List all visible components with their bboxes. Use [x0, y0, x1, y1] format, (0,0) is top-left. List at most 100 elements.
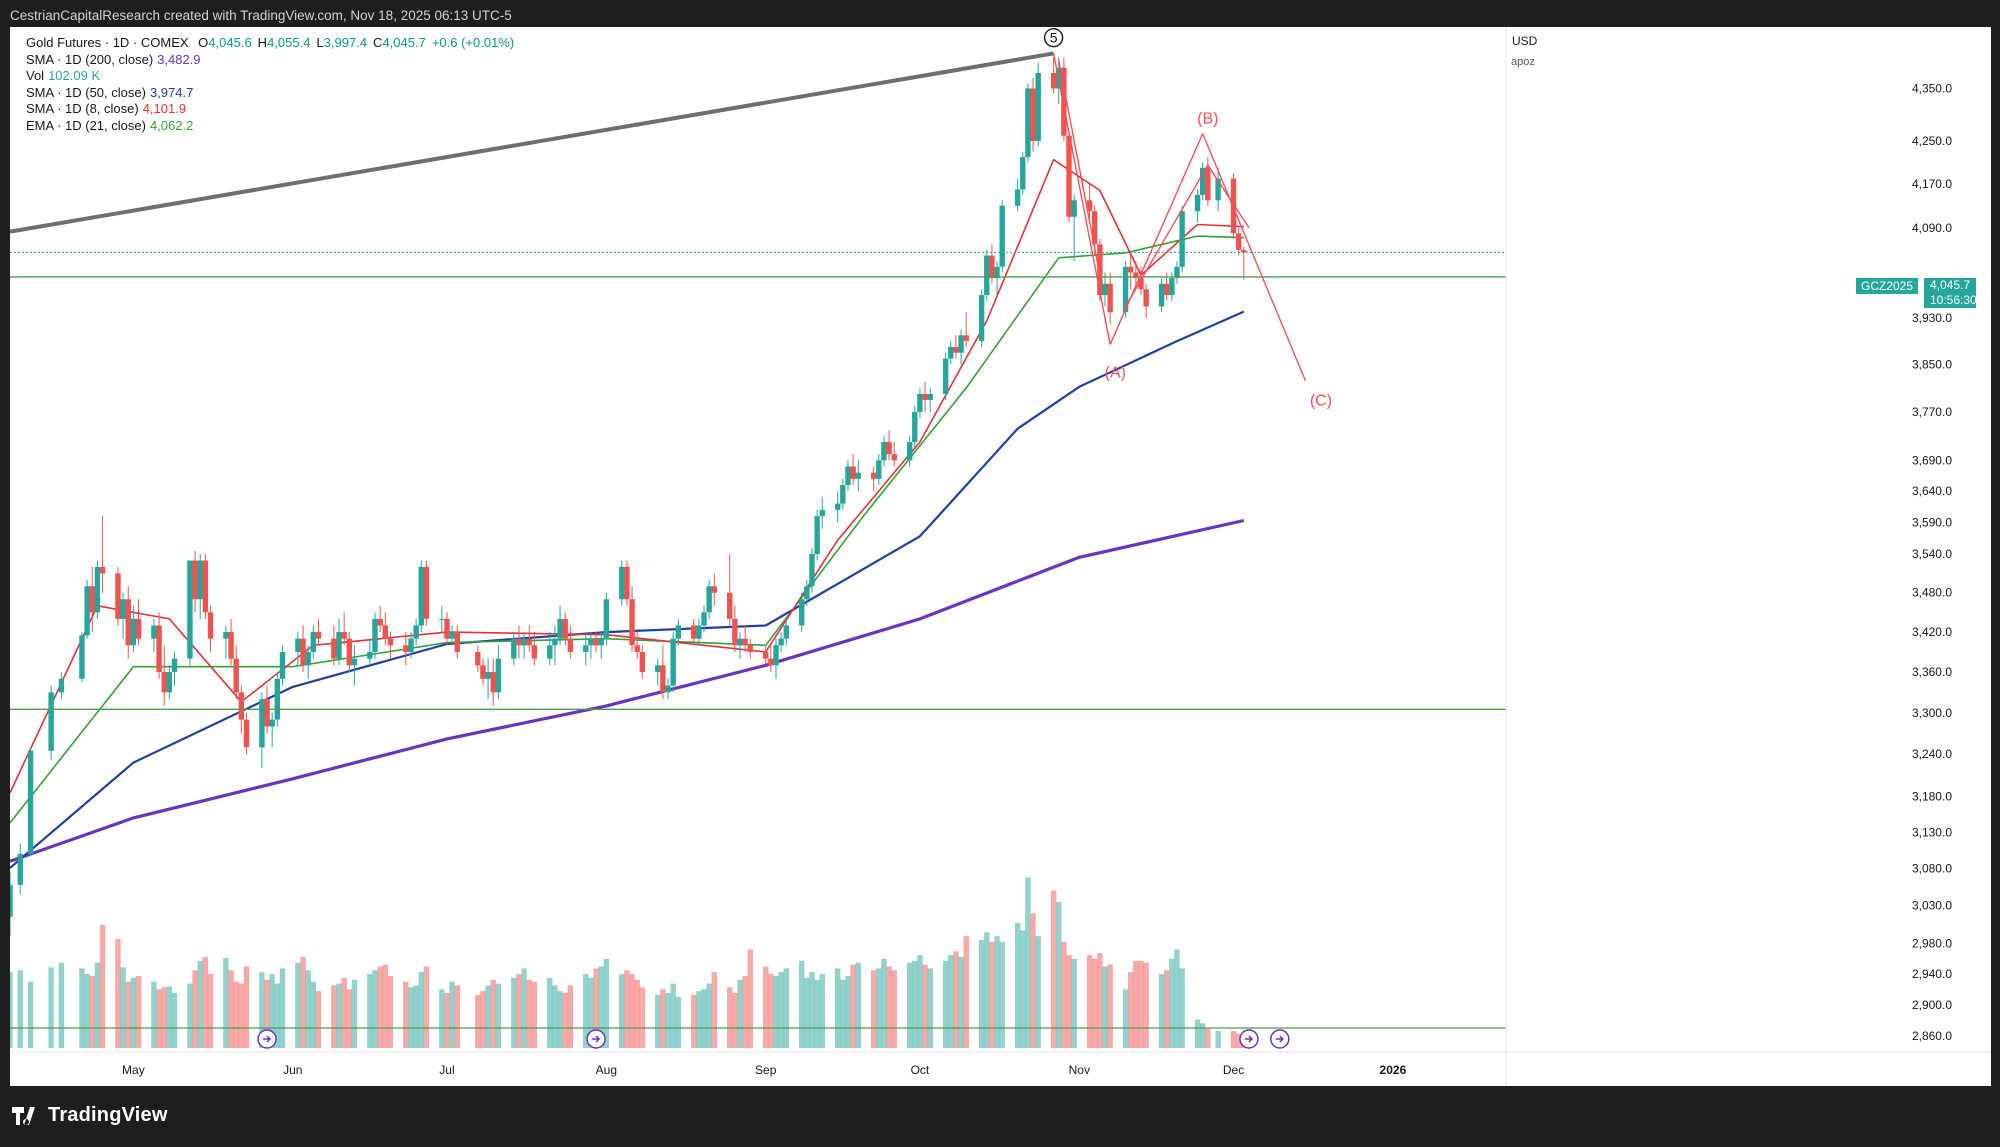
volume-bar — [166, 986, 173, 1048]
price-tick-label: 3,770.0 — [1912, 405, 1952, 419]
volume-bar — [521, 968, 527, 1048]
volume-bar — [881, 958, 887, 1048]
indicator-row[interactable]: SMA · 1D (50, close) 3,974.7 — [26, 85, 514, 102]
price-tick-label: 2,980.0 — [1912, 936, 1952, 950]
indicator-label: SMA · 1D (8, close) — [26, 101, 139, 117]
candle-body — [1241, 249, 1247, 253]
candle-body — [269, 719, 275, 727]
volume-bar — [310, 981, 317, 1048]
candle-body — [953, 346, 959, 353]
candle-body — [1102, 283, 1108, 296]
volume-bar — [1138, 960, 1144, 1048]
volume-bar — [305, 970, 311, 1048]
indicator-row[interactable]: SMA · 1D (8, close) 4,101.9 — [26, 101, 514, 118]
candle-body — [999, 205, 1005, 267]
volume-bar — [942, 960, 949, 1048]
candle-body — [747, 645, 753, 652]
candle-body — [1050, 72, 1057, 89]
candle-body — [1158, 283, 1165, 307]
volume-bar — [732, 993, 738, 1048]
candle-body — [1133, 272, 1139, 279]
footer[interactable]: TradingView — [12, 1104, 168, 1127]
volume-bar — [634, 979, 640, 1048]
volume-bar — [351, 979, 358, 1048]
volume-bar — [79, 968, 85, 1048]
candle-body — [418, 566, 424, 626]
candle-body — [341, 632, 347, 639]
ohlc-value: 4,055.4 — [267, 35, 311, 50]
candle-body — [27, 750, 34, 855]
volume-bar — [161, 987, 167, 1048]
wave-line — [1202, 133, 1307, 382]
candle-body — [778, 638, 784, 646]
volume-bar — [567, 985, 574, 1048]
candle-body — [958, 335, 964, 353]
candle-body — [629, 599, 635, 646]
candle-body — [84, 586, 90, 636]
candle-body — [156, 625, 162, 673]
candle-body — [634, 645, 640, 652]
current-price: 4,045.7 — [1930, 278, 1971, 292]
price-chart[interactable]: 5 (A) (B) (C) USD apoz 4,350.0 4,250.0 4,170.0 4… — [10, 27, 1991, 1086]
volume-bar — [1092, 958, 1098, 1048]
candle-body — [768, 658, 774, 666]
indicator-row[interactable]: Vol 102.09 K — [26, 68, 514, 85]
candle-body — [511, 638, 517, 659]
volume-bar — [130, 977, 137, 1048]
volume-bar — [17, 970, 23, 1048]
candle-body — [1169, 278, 1175, 296]
volume-bar — [912, 960, 918, 1048]
volume-bar — [670, 983, 676, 1048]
volume-bar — [259, 972, 265, 1048]
volume-bar — [763, 966, 769, 1048]
chart-frame[interactable]: 5 (A) (B) (C) USD apoz 4,350.0 4,250.0 4,170.0 4… — [10, 27, 1991, 1086]
candle-body — [408, 638, 414, 652]
indicator-row[interactable]: EMA · 1D (21, close) 4,062.2 — [26, 118, 514, 135]
candle-body — [310, 632, 317, 652]
candle-body — [1138, 278, 1144, 290]
volume-bar — [989, 941, 995, 1048]
volume-bar — [223, 957, 229, 1048]
volume-bar — [264, 979, 270, 1048]
volume-bar — [557, 991, 563, 1048]
ohlc-value: 3,997.4 — [323, 35, 368, 50]
volume-bar — [984, 932, 990, 1048]
candle-body — [1194, 194, 1201, 212]
indicator-row[interactable]: SMA · 1D (200, close) 3,482.9 — [26, 52, 514, 69]
price-tick-label: 3,540.0 — [1912, 547, 1952, 561]
candle-body — [521, 638, 527, 646]
candle-body — [557, 618, 563, 639]
candle-body — [1030, 88, 1036, 142]
volume-bar — [1030, 913, 1036, 1048]
volume-bar — [367, 974, 373, 1048]
candle-body — [783, 625, 789, 639]
volume-bar — [742, 975, 748, 1048]
volume-bar — [300, 957, 306, 1048]
ohlc-key: H — [257, 35, 268, 50]
candle-body — [1020, 157, 1026, 190]
candle-body — [259, 699, 265, 748]
volume-bar — [798, 960, 805, 1048]
candle-body — [670, 638, 676, 686]
candle-body — [660, 665, 666, 693]
candle-body — [696, 625, 702, 639]
price-tick-label: 4,250.0 — [1912, 134, 1952, 148]
volume-bar — [1107, 964, 1113, 1048]
ema21-line — [10, 235, 1244, 824]
volume-bar — [444, 993, 450, 1048]
event-arrow-icon — [1244, 1035, 1254, 1043]
candle-body — [876, 460, 882, 479]
candle-body — [490, 672, 496, 693]
candle-body — [238, 692, 245, 720]
candle-body — [912, 411, 918, 443]
price-tick-label: 3,030.0 — [1912, 899, 1952, 913]
candle-body — [1205, 167, 1211, 201]
candle-body — [593, 638, 599, 646]
candle-body — [17, 854, 23, 885]
candle-body — [819, 509, 825, 517]
indicator-value: 102.09 K — [48, 68, 101, 84]
volume-bar — [588, 977, 594, 1048]
candle-body — [454, 632, 460, 652]
volume-bar — [151, 981, 157, 1048]
volume-bar — [516, 974, 522, 1048]
